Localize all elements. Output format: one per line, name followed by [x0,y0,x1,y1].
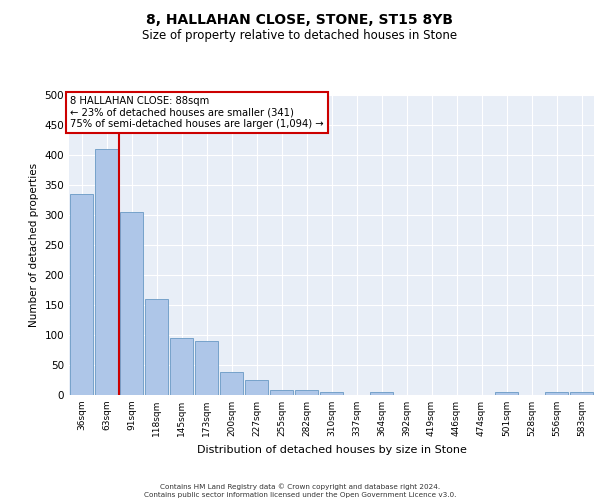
Bar [320,392,343,395]
Bar [195,341,218,395]
Bar [495,392,518,395]
Bar [95,149,118,395]
Bar [295,390,318,395]
Bar [570,392,593,395]
Bar [220,372,243,395]
Bar [245,380,268,395]
Bar [170,338,193,395]
Bar [145,299,168,395]
Text: 8 HALLAHAN CLOSE: 88sqm
← 23% of detached houses are smaller (341)
75% of semi-d: 8 HALLAHAN CLOSE: 88sqm ← 23% of detache… [70,96,324,130]
X-axis label: Distribution of detached houses by size in Stone: Distribution of detached houses by size … [197,444,466,454]
Text: 8, HALLAHAN CLOSE, STONE, ST15 8YB: 8, HALLAHAN CLOSE, STONE, ST15 8YB [146,12,454,26]
Bar [70,194,93,395]
Text: Size of property relative to detached houses in Stone: Size of property relative to detached ho… [142,29,458,42]
Bar [545,392,568,395]
Text: Contains HM Land Registry data © Crown copyright and database right 2024.
Contai: Contains HM Land Registry data © Crown c… [144,484,456,498]
Bar [370,392,393,395]
Bar [120,212,143,395]
Bar [270,390,293,395]
Y-axis label: Number of detached properties: Number of detached properties [29,163,39,327]
